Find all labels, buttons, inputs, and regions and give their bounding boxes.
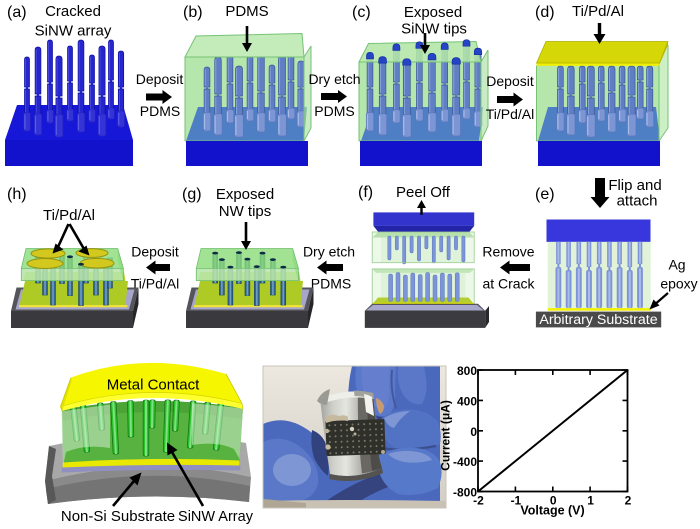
svg-text:(b): (b)	[183, 4, 203, 21]
svg-text:Metal Contact: Metal Contact	[107, 377, 200, 394]
svg-text:Deposit: Deposit	[131, 244, 179, 260]
svg-text:Ti/Pd/Al: Ti/Pd/Al	[131, 276, 180, 292]
svg-text:Peel Off: Peel Off	[396, 184, 451, 201]
svg-text:Ti/Pd/Al: Ti/Pd/Al	[572, 3, 624, 20]
svg-text:Non-Si Substrate: Non-Si Substrate	[61, 508, 175, 525]
svg-text:Deposit: Deposit	[486, 73, 534, 89]
svg-text:Current (μA): Current (μA)	[439, 400, 453, 471]
svg-text:SiNW array: SiNW array	[35, 23, 112, 40]
svg-text:PDMS: PDMS	[311, 276, 351, 292]
svg-text:-2: -2	[473, 494, 484, 508]
svg-text:at Crack: at Crack	[482, 276, 535, 292]
svg-text:(g): (g)	[182, 186, 202, 203]
svg-text:-400: -400	[453, 455, 477, 469]
svg-text:Flip and: Flip and	[608, 177, 661, 194]
svg-text:PDMS: PDMS	[140, 103, 180, 119]
svg-text:(e): (e)	[535, 186, 555, 203]
svg-text:Exposed: Exposed	[404, 4, 462, 21]
svg-text:400: 400	[457, 394, 477, 408]
svg-text:(f): (f)	[358, 184, 373, 201]
svg-text:PDMS: PDMS	[225, 3, 268, 20]
svg-text:Arbitrary Substrate: Arbitrary Substrate	[539, 312, 657, 328]
svg-text:epoxy: epoxy	[660, 276, 697, 292]
svg-text:PDMS: PDMS	[314, 103, 354, 119]
svg-text:Voltage (V): Voltage (V)	[520, 504, 584, 518]
svg-text:-1: -1	[511, 494, 522, 508]
svg-text:1: 1	[587, 494, 594, 508]
svg-text:Remove: Remove	[482, 244, 534, 260]
svg-text:Ag: Ag	[668, 257, 685, 273]
svg-text:(h): (h)	[7, 186, 27, 203]
svg-text:(c): (c)	[352, 4, 371, 21]
svg-text:NW tips: NW tips	[219, 203, 272, 220]
svg-text:Dry etch: Dry etch	[303, 244, 355, 260]
svg-text:Cracked: Cracked	[45, 3, 101, 20]
svg-text:-800: -800	[453, 486, 477, 500]
svg-text:Dry etch: Dry etch	[308, 71, 360, 87]
svg-text:Ti/Pd/Al: Ti/Pd/Al	[43, 207, 95, 224]
svg-text:800: 800	[457, 364, 477, 378]
svg-text:attach: attach	[617, 193, 658, 210]
svg-text:2: 2	[625, 494, 632, 508]
svg-text:Ti/Pd/Al: Ti/Pd/Al	[486, 106, 535, 122]
svg-text:0: 0	[470, 425, 477, 439]
svg-text:SiNW Array: SiNW Array	[178, 509, 254, 525]
svg-text:SiNW tips: SiNW tips	[401, 21, 467, 38]
svg-text:Exposed: Exposed	[216, 186, 274, 203]
svg-text:(a): (a)	[7, 4, 27, 21]
svg-text:(d): (d)	[535, 4, 555, 21]
svg-text:Deposit: Deposit	[136, 71, 184, 87]
svg-text:0: 0	[550, 494, 557, 508]
